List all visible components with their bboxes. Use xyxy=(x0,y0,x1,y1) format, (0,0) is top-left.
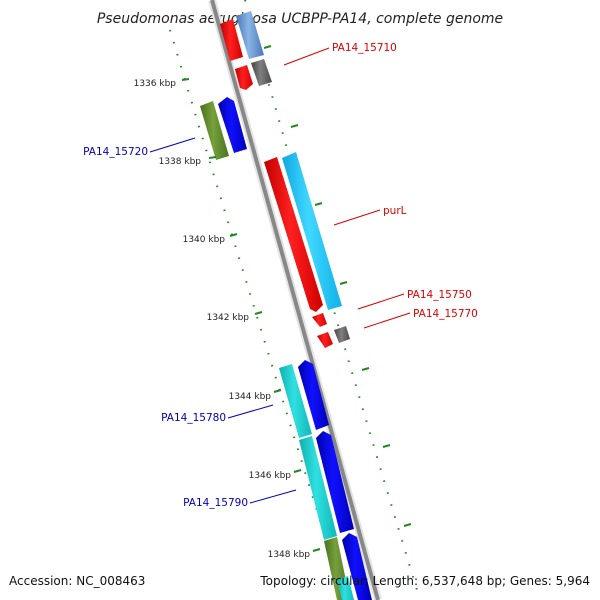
leader-line-15720 xyxy=(149,137,196,153)
gene-feature-15720-blue xyxy=(218,97,247,153)
gene-feature-15700-red xyxy=(220,19,243,61)
tick-1344: 1344 kbp xyxy=(229,389,282,402)
gene-label-15710[interactable]: PA14_15710 xyxy=(332,42,397,54)
accession-text: Accession: NC_008463 xyxy=(9,574,146,588)
gene-label-15790[interactable]: PA14_15790 xyxy=(183,497,248,509)
tick-label: 1342 kbp xyxy=(207,313,250,323)
tick-1338: 1338 kbp xyxy=(159,156,217,167)
gene-feature-purL-red xyxy=(264,157,323,312)
gene-feature-15750-red xyxy=(312,313,327,327)
gene-feature-15720-olive xyxy=(200,101,229,160)
tick-1336: 1336 kbp xyxy=(134,78,190,89)
leader-line-15710 xyxy=(283,47,330,66)
tick-1342: 1342 kbp xyxy=(207,311,263,323)
genome-stats-text: Topology: circular; Length: 6,537,648 bp… xyxy=(260,574,590,588)
leader-line-15750 xyxy=(357,293,405,310)
gene-label-15770[interactable]: PA14_15770 xyxy=(413,308,478,320)
gene-feature-15800-teal xyxy=(337,576,354,600)
gene-feature-15700-steel xyxy=(236,11,264,59)
gene-label-15750[interactable]: PA14_15750 xyxy=(407,289,472,301)
leader-line-15780 xyxy=(227,404,274,419)
tick-label: 1348 kbp xyxy=(268,550,311,560)
gene-feature-15790-teal xyxy=(299,436,337,540)
gene-feature-15790-blue xyxy=(316,431,354,533)
tick-label: 1336 kbp xyxy=(134,79,177,89)
gene-feature-15800-blue xyxy=(342,533,372,600)
gene-feature-15710-red xyxy=(235,65,253,90)
leader-line-15790 xyxy=(249,489,297,504)
gene-feature-15770-grey xyxy=(334,326,350,343)
genome-title: Pseudomonas aeruginosa UCBPP-PA14, compl… xyxy=(97,11,503,27)
gene-feature-purL-cyan xyxy=(282,152,342,310)
gene-label-purL[interactable]: purL xyxy=(383,205,407,217)
leader-line-purL xyxy=(333,209,381,226)
outer-strand-ticks xyxy=(263,45,412,527)
tick-label: 1338 kbp xyxy=(159,157,202,167)
gene-feature-15780-teal xyxy=(279,364,312,438)
tick-1348: 1348 kbp xyxy=(268,548,321,560)
tick-label: 1346 kbp xyxy=(249,471,292,481)
genome-backbone-line xyxy=(210,0,380,600)
gene-label-15720[interactable]: PA14_15720 xyxy=(83,146,148,158)
strand-guide-outer xyxy=(244,0,421,600)
gene-feature-15770-red xyxy=(317,332,333,348)
tick-1346: 1346 kbp xyxy=(249,469,302,481)
gene-feature-15710-grey xyxy=(251,59,272,86)
leader-line-15770 xyxy=(363,312,411,329)
tick-label: 1344 kbp xyxy=(229,392,272,402)
gene-feature-15780-blue xyxy=(298,360,329,430)
tick-1340: 1340 kbp xyxy=(183,233,238,245)
gene-label-15780[interactable]: PA14_15780 xyxy=(161,412,226,424)
tick-label: 1340 kbp xyxy=(183,235,226,245)
